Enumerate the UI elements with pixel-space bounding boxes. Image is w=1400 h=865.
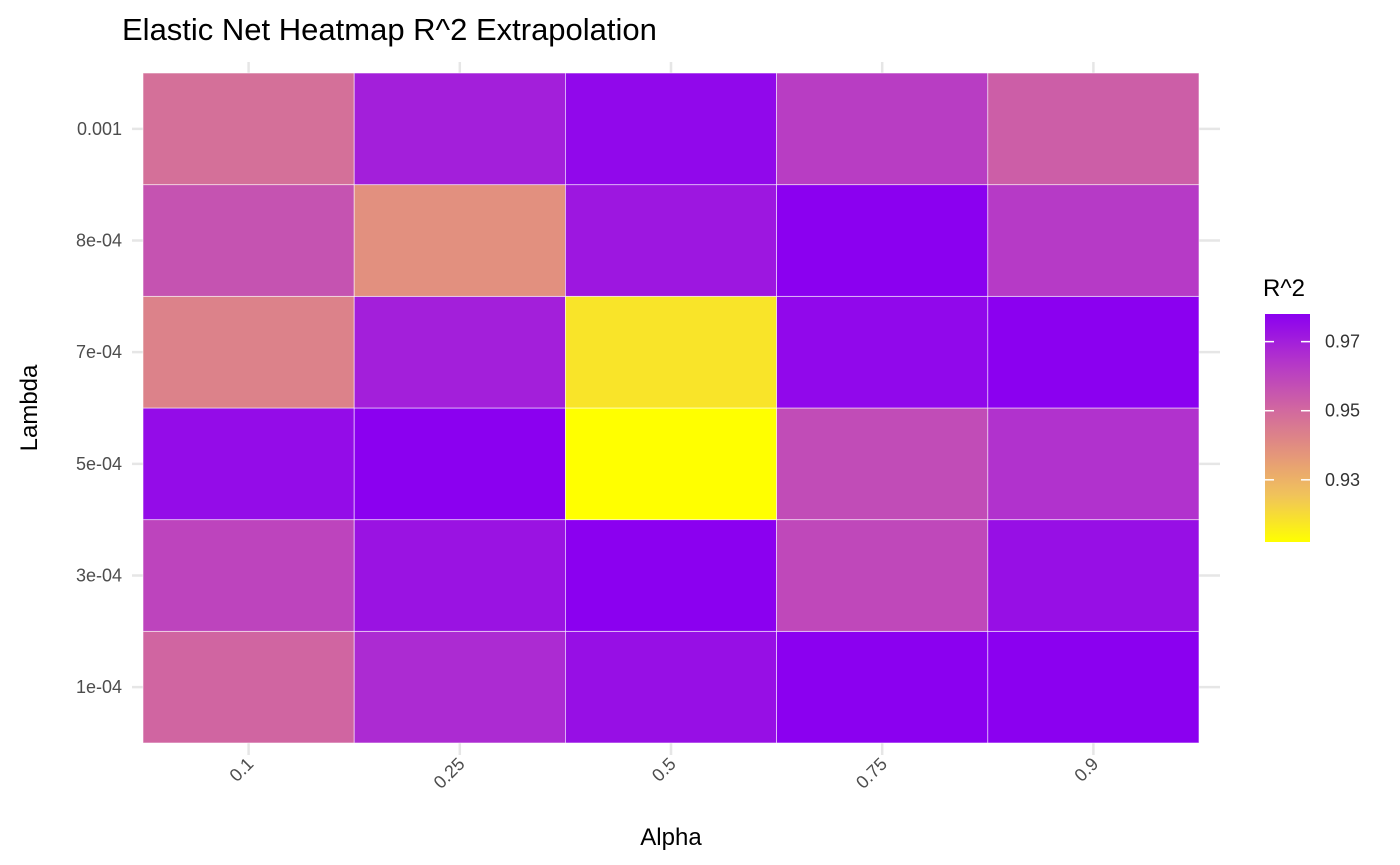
- heatmap-cell: [565, 72, 778, 186]
- x-tick-label: 0.75: [852, 754, 891, 793]
- y-tick-label: 1e-04: [76, 677, 122, 697]
- x-tick-label: 0.9: [1070, 754, 1102, 786]
- legend-tick-label: 0.95: [1325, 401, 1360, 421]
- heatmap-cell: [353, 630, 566, 744]
- y-tick-label: 5e-04: [76, 454, 122, 474]
- heatmap-cell: [142, 184, 355, 297]
- heatmap-cell: [353, 407, 566, 521]
- heatmap-cell: [987, 184, 1200, 297]
- heatmap-cell: [776, 519, 989, 632]
- heatmap-cell: [353, 184, 566, 297]
- heatmap-cell: [353, 295, 566, 409]
- heatmap-cell: [142, 630, 355, 744]
- legend-title: R^2: [1263, 275, 1305, 302]
- heatmap-cell: [142, 295, 355, 409]
- heatmap-cell: [987, 630, 1200, 744]
- y-tick-label: 3e-04: [76, 566, 122, 586]
- heatmap-cells: [142, 72, 1200, 744]
- heatmap-cell: [776, 630, 989, 744]
- heatmap-cell: [776, 72, 989, 186]
- heatmap-cell: [565, 630, 778, 744]
- heatmap-cell: [565, 519, 778, 632]
- heatmap-cell: [142, 72, 355, 186]
- heatmap-cell: [987, 407, 1200, 521]
- x-tick-label: 0.25: [430, 754, 469, 793]
- x-tick-label: 0.1: [226, 754, 258, 786]
- color-legend: R^2 0.93 0.95 0.97: [1263, 275, 1360, 542]
- legend-tick-label: 0.93: [1325, 470, 1360, 490]
- x-axis-title: Alpha: [640, 824, 702, 851]
- y-axis-title: Lambda: [16, 364, 43, 451]
- heatmap-cell: [565, 407, 778, 521]
- heatmap-cell: [565, 295, 778, 409]
- heatmap-cell: [987, 519, 1200, 632]
- chart-title: Elastic Net Heatmap R^2 Extrapolation: [122, 12, 657, 47]
- heatmap-cell: [987, 295, 1200, 409]
- y-tick-label: 0.001: [77, 119, 122, 139]
- heatmap-cell: [142, 519, 355, 632]
- legend-tick-label: 0.97: [1325, 332, 1360, 352]
- heatmap-cell: [987, 72, 1200, 186]
- x-axis-ticks: 0.1 0.25 0.5 0.75 0.9: [226, 754, 1103, 793]
- x-tick-label: 0.5: [648, 754, 680, 786]
- heatmap-cell: [776, 295, 989, 409]
- heatmap-cell: [353, 519, 566, 632]
- heatmap-cell: [776, 184, 989, 297]
- legend-colorbar: [1265, 314, 1310, 542]
- heatmap-cell: [353, 72, 566, 186]
- heatmap-cell: [142, 407, 355, 521]
- heatmap-cell: [776, 407, 989, 521]
- y-tick-label: 7e-04: [76, 342, 122, 362]
- heatmap-cell: [565, 184, 778, 297]
- y-axis-ticks: 1e-04 3e-04 5e-04 7e-04 8e-04 0.001: [76, 119, 122, 697]
- y-tick-label: 8e-04: [76, 231, 122, 251]
